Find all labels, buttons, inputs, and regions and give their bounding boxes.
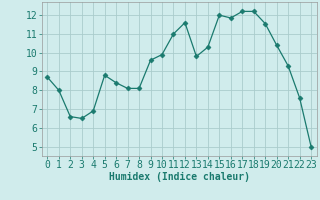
X-axis label: Humidex (Indice chaleur): Humidex (Indice chaleur)	[109, 172, 250, 182]
